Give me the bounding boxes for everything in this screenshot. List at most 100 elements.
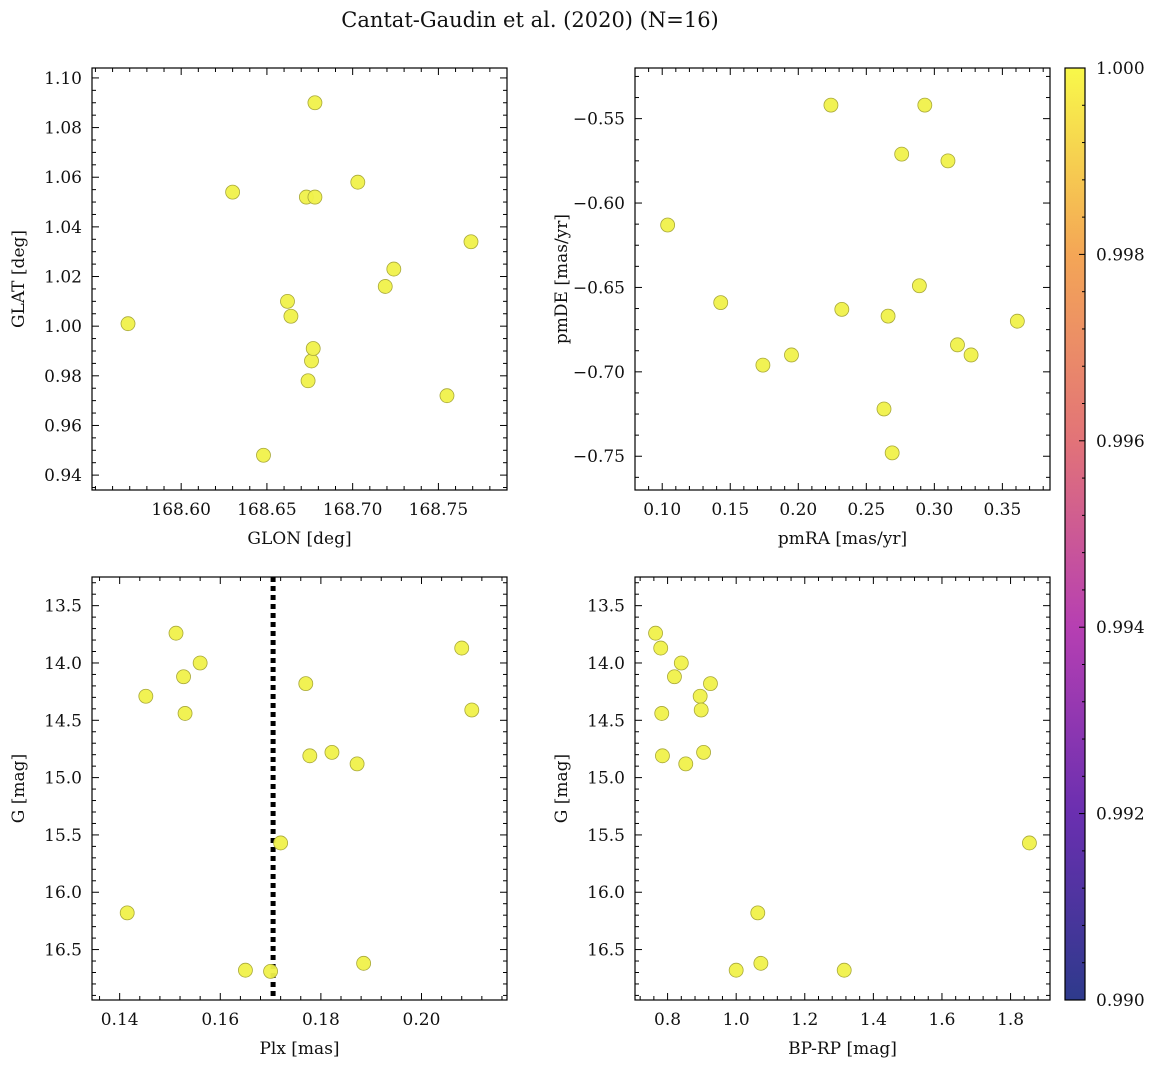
scatter-series bbox=[120, 95, 479, 463]
data-point bbox=[755, 357, 771, 373]
data-point bbox=[1022, 835, 1037, 851]
x-tick-label: 1.2 bbox=[791, 1010, 818, 1030]
data-point bbox=[225, 184, 241, 200]
x-tick-label: 0.20 bbox=[403, 1010, 441, 1030]
colorbar-tick-label: 0.998 bbox=[1096, 245, 1145, 265]
y-axis-label: GLAT [deg] bbox=[9, 230, 29, 328]
x-axis-label: Plx [mas] bbox=[259, 1039, 339, 1059]
data-point bbox=[713, 295, 729, 311]
data-point bbox=[884, 445, 900, 461]
data-point bbox=[950, 337, 965, 353]
y-tick-label: 15.5 bbox=[587, 826, 625, 846]
x-axis-label: BP-RP [mag] bbox=[788, 1039, 897, 1059]
data-point bbox=[1009, 313, 1025, 329]
data-point bbox=[350, 174, 366, 190]
x-tick-label: 168.75 bbox=[409, 500, 468, 520]
data-point bbox=[305, 341, 321, 356]
x-tick-label: 168.70 bbox=[323, 500, 382, 520]
data-point bbox=[834, 301, 850, 317]
y-tick-label: 16.5 bbox=[587, 941, 625, 961]
x-tick-label: 0.14 bbox=[101, 1010, 139, 1030]
y-tick-label: −0.60 bbox=[573, 194, 625, 214]
data-point bbox=[880, 308, 896, 324]
data-point bbox=[283, 308, 299, 324]
data-point bbox=[673, 655, 689, 671]
x-tick-label: 0.8 bbox=[654, 1010, 681, 1030]
data-point bbox=[753, 955, 769, 971]
data-point bbox=[119, 905, 135, 921]
data-point bbox=[655, 748, 670, 764]
x-tick-label: 0.10 bbox=[643, 500, 681, 520]
x-axis-label: GLON [deg] bbox=[247, 529, 351, 549]
data-point bbox=[304, 353, 319, 369]
panel-plx_g: 0.14 0.16 0.18 0.20 13.5 14.0 14.5 15.0 15.5 16.0… bbox=[9, 576, 508, 1059]
y-tick-label: 13.5 bbox=[587, 597, 625, 617]
data-point bbox=[120, 316, 136, 332]
y-tick-label: 1.00 bbox=[44, 317, 82, 337]
data-point bbox=[894, 146, 910, 162]
data-point bbox=[911, 278, 927, 294]
data-point bbox=[192, 655, 208, 671]
data-point bbox=[836, 962, 852, 978]
y-axis-label: G [mag] bbox=[552, 754, 572, 823]
data-point bbox=[940, 153, 956, 169]
y-tick-label: −0.70 bbox=[573, 363, 625, 383]
data-point bbox=[653, 640, 669, 656]
x-tick-label: 0.25 bbox=[847, 500, 885, 520]
y-tick-label: 15.0 bbox=[44, 769, 82, 789]
y-tick-label: 14.0 bbox=[44, 654, 82, 674]
y-tick-label: −0.65 bbox=[573, 278, 625, 298]
data-point bbox=[138, 688, 154, 704]
colorbar-tick-label: 0.996 bbox=[1096, 432, 1145, 452]
y-tick-label: 14.5 bbox=[587, 711, 625, 731]
data-point bbox=[177, 706, 193, 721]
y-tick-label: 1.04 bbox=[44, 218, 82, 238]
data-point bbox=[660, 217, 676, 233]
data-point bbox=[349, 756, 365, 772]
data-point bbox=[463, 234, 479, 250]
data-point bbox=[307, 95, 323, 111]
panel-glon_glat: 168.60 168.65 168.70 168.75 0.94 0.96 0.98 1.00… bbox=[9, 67, 508, 549]
colorbar-tick-label: 1.000 bbox=[1096, 59, 1145, 79]
data-point bbox=[693, 702, 709, 718]
x-tick-label: 0.15 bbox=[711, 500, 749, 520]
data-point bbox=[728, 962, 744, 978]
data-point bbox=[356, 955, 372, 971]
figure-title: Cantat-Gaudin et al. (2020) (N=16) bbox=[341, 8, 719, 32]
data-point bbox=[648, 625, 663, 641]
data-point bbox=[654, 706, 670, 721]
colorbar-tick-label: 0.994 bbox=[1096, 618, 1145, 638]
axes-frame bbox=[91, 576, 508, 1001]
x-tick-label: 168.60 bbox=[151, 500, 210, 520]
y-tick-label: 15.5 bbox=[44, 826, 82, 846]
y-tick-label: −0.75 bbox=[573, 447, 625, 467]
data-point bbox=[876, 401, 892, 417]
panel-bprp_g: 0.8 1.0 1.2 1.4 1.6 1.8 13.5 14.0 14.5 15.0 15.5 16… bbox=[552, 576, 1051, 1059]
colorbar-gradient bbox=[1064, 67, 1086, 1001]
x-tick-label: 168.65 bbox=[237, 500, 296, 520]
x-tick-label: 1.4 bbox=[860, 1010, 887, 1030]
data-point bbox=[386, 261, 402, 277]
y-tick-label: 1.08 bbox=[44, 119, 82, 139]
x-tick-label: 1.6 bbox=[928, 1010, 955, 1030]
colorbar-tick-label: 0.992 bbox=[1096, 805, 1145, 825]
data-point bbox=[696, 744, 711, 760]
data-point bbox=[917, 97, 933, 113]
colorbar-tick-label: 0.990 bbox=[1096, 991, 1145, 1011]
axes-frame bbox=[634, 576, 1051, 1001]
data-point bbox=[963, 347, 979, 363]
x-tick-label: 1.0 bbox=[723, 1010, 750, 1030]
y-tick-label: 15.0 bbox=[587, 769, 625, 789]
data-point bbox=[273, 835, 289, 851]
data-point bbox=[302, 748, 318, 764]
panel-pm: 0.10 0.15 0.20 0.25 0.30 0.35 −0.55 −0.60 −0.65 −… bbox=[552, 67, 1051, 549]
y-tick-label: −0.55 bbox=[573, 110, 625, 130]
y-tick-label: 0.94 bbox=[44, 466, 82, 486]
y-tick-label: 0.96 bbox=[44, 416, 82, 436]
colorbar: 0.990 0.992 0.994 0.996 0.998 1.000 bbox=[1064, 59, 1145, 1011]
data-point bbox=[750, 905, 766, 921]
x-tick-label: 1.8 bbox=[997, 1010, 1024, 1030]
data-point bbox=[176, 669, 191, 685]
